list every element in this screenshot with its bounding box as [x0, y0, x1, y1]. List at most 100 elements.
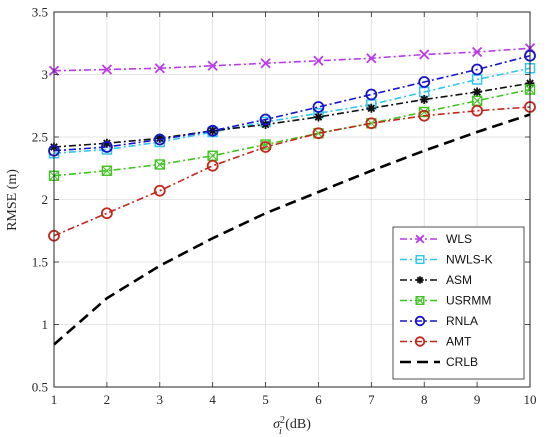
series-usrmm-line	[53, 88, 531, 177]
legend-asm-point	[416, 276, 424, 284]
series-rnla-point	[312, 101, 325, 113]
series-rnla-point	[365, 88, 378, 101]
series-amt-marker	[259, 141, 272, 153]
series-asm-marker-core	[369, 106, 374, 111]
x-tick-label: 7	[368, 392, 375, 407]
legend: WLS NWLS-K ASM USRMM RNLA AMT CRLB	[392, 226, 525, 380]
series-nwls-k-line	[53, 67, 531, 155]
legend-usrmm-label: USRMM	[446, 294, 491, 308]
series-wls-point	[471, 46, 483, 58]
series-wls-marker	[207, 60, 218, 71]
series-crlb	[53, 113, 531, 346]
series-rnla-point	[206, 124, 219, 137]
y-tick-label: 2.5	[32, 130, 48, 145]
series-crlb-line	[53, 113, 531, 346]
series-amt-line	[53, 106, 531, 237]
series-usrmm-marker-cross	[154, 159, 165, 170]
series-usrmm-marker	[154, 159, 165, 170]
legend-nwls-k: NWLS-K	[400, 253, 493, 267]
axis-ticks: 1 2 3 4 5 6 7 8 9 100.511.522.533.5	[32, 5, 537, 408]
series-amt-marker	[418, 109, 431, 122]
x-axis-label-unit: (dB)	[282, 417, 312, 432]
legend-usrmm-point	[415, 296, 425, 306]
series-amt-point	[259, 141, 272, 153]
x-axis-label: σ2 i (dB)	[273, 415, 311, 437]
series-rnla-marker	[259, 113, 272, 126]
x-tick-label: 1	[51, 392, 58, 407]
legend-box	[392, 226, 525, 380]
series-rnla-marker	[206, 124, 219, 137]
series-usrmm-point	[101, 165, 113, 176]
x-tick-label: 10	[524, 392, 537, 407]
series-rnla-point	[418, 76, 431, 88]
series-wls-marker	[154, 63, 165, 74]
series-usrmm-marker-cross	[366, 118, 377, 129]
series-wls-marker	[471, 46, 483, 58]
legend-wls-label: WLS	[446, 232, 472, 246]
x-axis-label-sub: i	[279, 426, 282, 437]
legend-nwls-k-label: NWLS-K	[446, 253, 493, 267]
series-usrmm-marker-cross	[102, 165, 112, 176]
legend-wls: WLS	[400, 232, 472, 246]
series-rnla-point	[259, 113, 272, 126]
series-rnla-point	[471, 63, 484, 76]
series-usrmm-marker-cross	[313, 128, 324, 139]
series-amt-point	[312, 127, 325, 140]
series-amt-point	[206, 159, 219, 172]
series-wls-point	[366, 53, 377, 64]
series-usrmm-marker	[101, 165, 113, 176]
series-rnla-marker	[471, 63, 484, 76]
series-layer	[48, 43, 536, 346]
legend-crlb-label: CRLB	[446, 355, 478, 369]
legend-amt-label: AMT	[446, 335, 472, 349]
y-tick-label: 2	[42, 192, 49, 207]
series-amt-point	[418, 109, 431, 122]
series-asm-marker-core	[316, 114, 321, 120]
legend-rnla: RNLA	[400, 314, 478, 328]
x-tick-label: 8	[421, 392, 428, 407]
x-tick-label: 3	[157, 392, 164, 407]
legend-asm: ASM	[400, 273, 472, 287]
x-tick-label: 9	[474, 392, 481, 407]
series-rnla-marker	[153, 133, 166, 146]
legend-crlb: CRLB	[400, 355, 478, 369]
series-asm-point	[472, 87, 482, 97]
legend-wls-marker	[415, 234, 425, 244]
y-tick-label: 0.5	[32, 380, 48, 395]
series-rnla-marker	[365, 88, 378, 101]
legend-usrmm-marker	[415, 296, 425, 306]
y-tick-label: 3	[42, 67, 49, 82]
x-tick-label: 2	[104, 392, 111, 407]
y-axis-label: RMSE (m)	[5, 169, 20, 231]
y-tick-label: 1	[42, 317, 49, 332]
series-usrmm-point	[154, 159, 165, 170]
x-axis-label-symbol: σ	[273, 417, 281, 432]
legend-amt-point	[414, 336, 426, 347]
legend-usrmm-marker-cross	[415, 296, 425, 305]
series-amt-marker	[312, 127, 325, 140]
legend-rnla-point	[414, 315, 426, 327]
series-wls-marker	[260, 58, 271, 69]
series-asm-point	[419, 95, 429, 104]
x-axis-label-sup: 2	[280, 415, 285, 426]
series-asm-line	[53, 82, 531, 148]
series-amt-point	[471, 104, 484, 117]
legend-nwls-k-point	[415, 254, 425, 265]
series-asm-point	[366, 103, 376, 113]
legend-rnla-marker	[414, 315, 426, 327]
series-wls-point	[313, 55, 324, 66]
series-amt-marker	[365, 117, 378, 130]
series-amt	[48, 101, 536, 242]
legend-asm-label: ASM	[446, 273, 472, 287]
series-rnla-point	[153, 133, 166, 146]
series-usrmm-marker-cross	[207, 150, 218, 161]
series-amt-marker	[471, 104, 484, 117]
series-wls-marker	[313, 55, 324, 66]
series-wls-marker	[419, 49, 430, 60]
legend-amt: AMT	[400, 335, 472, 349]
y-tick-label: 1.5	[32, 255, 48, 270]
legend-rnla-label: RNLA	[446, 314, 478, 328]
legend-wls-point	[415, 234, 425, 244]
series-rnla-line	[53, 54, 531, 152]
